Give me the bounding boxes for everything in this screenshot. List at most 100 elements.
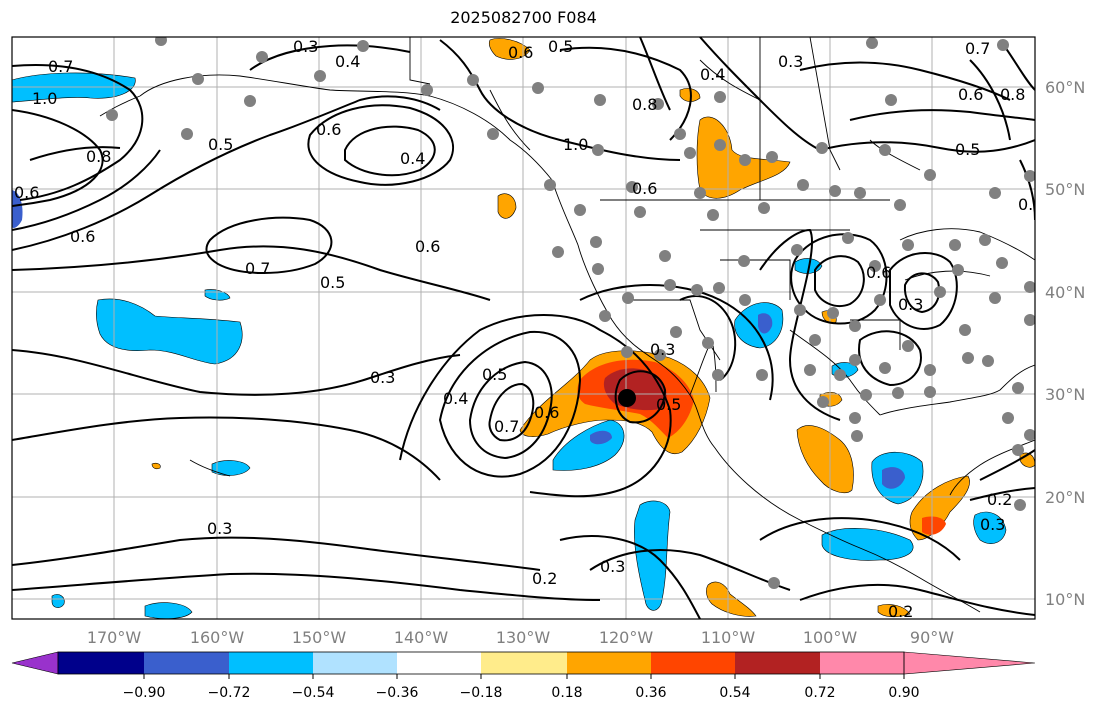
contour-lines bbox=[12, 37, 1035, 619]
lon-label: 140°W bbox=[394, 628, 449, 647]
shade-patch bbox=[973, 511, 1007, 544]
station-marker bbox=[574, 204, 586, 216]
contour-label: 0.5 bbox=[208, 135, 233, 154]
contour-label: 0.7 bbox=[494, 417, 519, 436]
station-marker bbox=[1024, 281, 1035, 293]
station-marker bbox=[714, 91, 726, 103]
colorbar-swatch bbox=[820, 652, 904, 674]
station-marker bbox=[592, 263, 604, 275]
contour-label: 0.8 bbox=[1000, 85, 1025, 104]
station-marker bbox=[592, 144, 604, 156]
station-marker bbox=[849, 320, 861, 332]
station-marker bbox=[766, 151, 778, 163]
station-marker bbox=[952, 264, 964, 276]
station-marker bbox=[594, 94, 606, 106]
station-marker bbox=[902, 239, 914, 251]
station-marker bbox=[924, 386, 936, 398]
shade-patch bbox=[796, 425, 854, 493]
station-marker bbox=[902, 340, 914, 352]
lat-label: 40°N bbox=[1045, 283, 1085, 302]
station-marker bbox=[849, 354, 861, 366]
station-marker bbox=[155, 37, 167, 46]
station-marker bbox=[626, 181, 638, 193]
colorbar-swatch bbox=[313, 652, 397, 674]
lon-label: 160°W bbox=[190, 628, 245, 647]
lat-label: 60°N bbox=[1045, 78, 1085, 97]
station-marker bbox=[1012, 382, 1024, 394]
lat-label: 10°N bbox=[1045, 590, 1085, 609]
contour-label: 0.8 bbox=[632, 95, 657, 114]
shade-patch bbox=[144, 602, 193, 619]
station-marker bbox=[106, 109, 118, 121]
contour-label: 0.6 bbox=[14, 183, 39, 202]
station-marker bbox=[244, 95, 256, 107]
contour-label: 0.4 bbox=[400, 149, 425, 168]
station-marker bbox=[634, 206, 646, 218]
station-marker bbox=[1014, 499, 1026, 511]
storm-center-marker bbox=[618, 389, 636, 407]
station-marker bbox=[758, 202, 770, 214]
shade-patch bbox=[51, 594, 65, 608]
station-marker bbox=[659, 250, 671, 262]
shade-patch bbox=[922, 516, 946, 535]
station-marker bbox=[702, 337, 714, 349]
colorbar: −0.90 −0.72 −0.54 −0.36 −0.18 0.18 0.36 … bbox=[11, 651, 1036, 701]
lon-label: 110°W bbox=[701, 628, 756, 647]
contour-label: 0.3 bbox=[980, 515, 1005, 534]
shade-patch bbox=[758, 313, 773, 334]
station-marker bbox=[674, 128, 686, 140]
contour-label: 0.5 bbox=[482, 365, 507, 384]
contour-label: 0.7 bbox=[48, 57, 73, 76]
colorbar-arrow-right bbox=[903, 651, 1036, 675]
station-marker bbox=[768, 577, 780, 589]
shade-patch bbox=[590, 430, 612, 445]
station-marker bbox=[621, 346, 633, 358]
station-marker bbox=[192, 73, 204, 85]
contour-label: 0.6 bbox=[316, 120, 341, 139]
contour-label: 0.4 bbox=[700, 65, 725, 84]
lat-label: 30°N bbox=[1045, 385, 1085, 404]
station-marker bbox=[851, 430, 863, 442]
station-marker bbox=[959, 324, 971, 336]
station-marker bbox=[739, 154, 751, 166]
contour-label: 0.3 bbox=[207, 519, 232, 538]
station-marker bbox=[879, 362, 891, 374]
contour-label: 0.3 bbox=[600, 557, 625, 576]
contour-label: 0.2 bbox=[888, 602, 913, 621]
station-marker bbox=[421, 84, 433, 96]
station-marker bbox=[949, 239, 961, 251]
station-marker bbox=[1012, 444, 1024, 456]
station-marker bbox=[664, 279, 676, 291]
station-marker bbox=[694, 187, 706, 199]
contour-label: 0.3 bbox=[898, 295, 923, 314]
contour-label: 0.7 bbox=[965, 39, 990, 58]
station-marker bbox=[1002, 412, 1014, 424]
colorbar-swatch bbox=[481, 652, 567, 674]
latitude-labels: 60°N 50°N 40°N 30°N 20°N 10°N bbox=[1045, 78, 1085, 609]
contour-label: 0.3 bbox=[293, 37, 318, 56]
station-marker bbox=[962, 352, 974, 364]
contour-label: 0.2 bbox=[987, 490, 1012, 509]
station-marker bbox=[885, 94, 897, 106]
contour-label: 0.6 bbox=[866, 263, 891, 282]
station-markers bbox=[106, 37, 1035, 589]
map-title: 2025082700 F084 bbox=[450, 8, 597, 27]
station-marker bbox=[996, 257, 1008, 269]
station-marker bbox=[874, 294, 886, 306]
colorbar-tick-label: −0.54 bbox=[292, 685, 335, 701]
contour-label-group: 0.3 0.4 0.5 0.6 0.7 1.0 0.8 0.6 0.5 0.4 … bbox=[14, 37, 1035, 621]
colorbar-swatch bbox=[567, 652, 651, 674]
contour-label: 0.5 bbox=[320, 273, 345, 292]
shade-patch bbox=[488, 38, 531, 60]
station-marker bbox=[714, 139, 726, 151]
shade-patch bbox=[821, 528, 914, 561]
lon-label: 170°W bbox=[87, 628, 142, 647]
contour-label: 0.5 bbox=[955, 140, 980, 159]
map-frame bbox=[11, 36, 1036, 620]
station-marker bbox=[707, 209, 719, 221]
station-marker bbox=[924, 169, 936, 181]
contour-label: 0.6 bbox=[958, 85, 983, 104]
colorbar-swatch bbox=[397, 652, 481, 674]
colorbar-swatch bbox=[58, 652, 144, 674]
